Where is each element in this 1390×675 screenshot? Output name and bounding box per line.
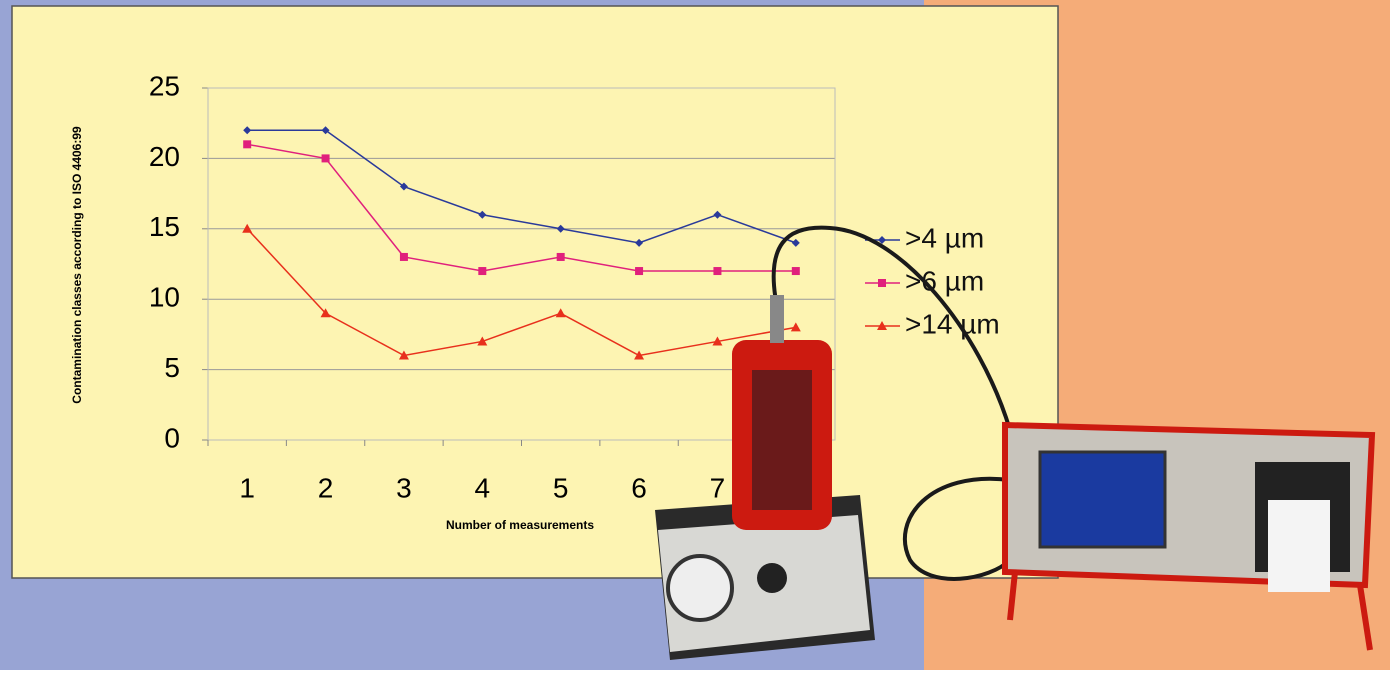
marker	[399, 252, 408, 261]
plot: 0 5 10 15 20 25 1 2 3 4 5 6 7	[149, 70, 836, 503]
series-line	[247, 143, 796, 272]
stand-leg	[1357, 584, 1373, 651]
cable	[771, 225, 1012, 431]
marker	[321, 154, 330, 163]
x-tick-label: 5	[553, 472, 569, 503]
stand-leg	[1007, 571, 1018, 621]
marker	[243, 126, 252, 135]
y-tick-label: 25	[149, 70, 180, 101]
x-tick-label: 3	[396, 472, 412, 503]
marker	[878, 236, 886, 244]
marker	[398, 350, 409, 360]
x-tick-label: 1	[239, 472, 255, 503]
marker	[635, 267, 644, 276]
marker	[477, 336, 488, 346]
marker	[399, 182, 408, 191]
marker	[478, 210, 487, 219]
y-tick-label: 20	[149, 141, 180, 172]
marker	[634, 350, 645, 360]
y-axis-label: Contamination classes according to ISO 4…	[70, 126, 84, 404]
x-axis-label: Number of measurements	[446, 518, 594, 532]
marker	[556, 252, 565, 261]
marker	[878, 279, 886, 287]
series-line	[247, 129, 797, 244]
marker	[320, 308, 331, 318]
y-tick-label: 10	[149, 282, 180, 313]
marker	[321, 126, 330, 135]
series-line	[246, 228, 796, 357]
counter-screen	[1038, 450, 1167, 549]
marker	[635, 238, 644, 247]
cable	[903, 476, 1012, 581]
marker	[243, 140, 252, 149]
x-tick-label: 7	[710, 472, 726, 503]
printer-paper	[1268, 500, 1330, 592]
marker	[713, 210, 722, 219]
sampler-window	[752, 370, 812, 510]
legend-label: >6 µm	[905, 265, 984, 296]
legend: >4 µm>6 µm>14 µm	[865, 222, 1000, 339]
legend-label: >4 µm	[905, 222, 984, 253]
marker	[556, 224, 565, 233]
marker	[791, 238, 800, 247]
marker	[478, 267, 487, 276]
x-tick-label: 4	[475, 472, 491, 503]
y-tick-label: 5	[164, 352, 180, 383]
knob	[757, 563, 787, 593]
marker	[555, 308, 566, 318]
chart-panel	[11, 5, 1059, 579]
y-tick-label: 15	[149, 211, 180, 242]
device-photo	[655, 225, 1376, 660]
marker	[790, 322, 801, 332]
marker	[712, 336, 723, 346]
x-tick-label: 2	[318, 472, 334, 503]
connector	[770, 295, 784, 343]
marker	[713, 267, 722, 276]
x-tick-label: 6	[631, 472, 647, 503]
marker	[791, 267, 800, 276]
y-tick-label: 0	[164, 422, 180, 453]
gauge	[666, 554, 734, 622]
marker	[242, 223, 253, 233]
marker	[877, 321, 887, 330]
